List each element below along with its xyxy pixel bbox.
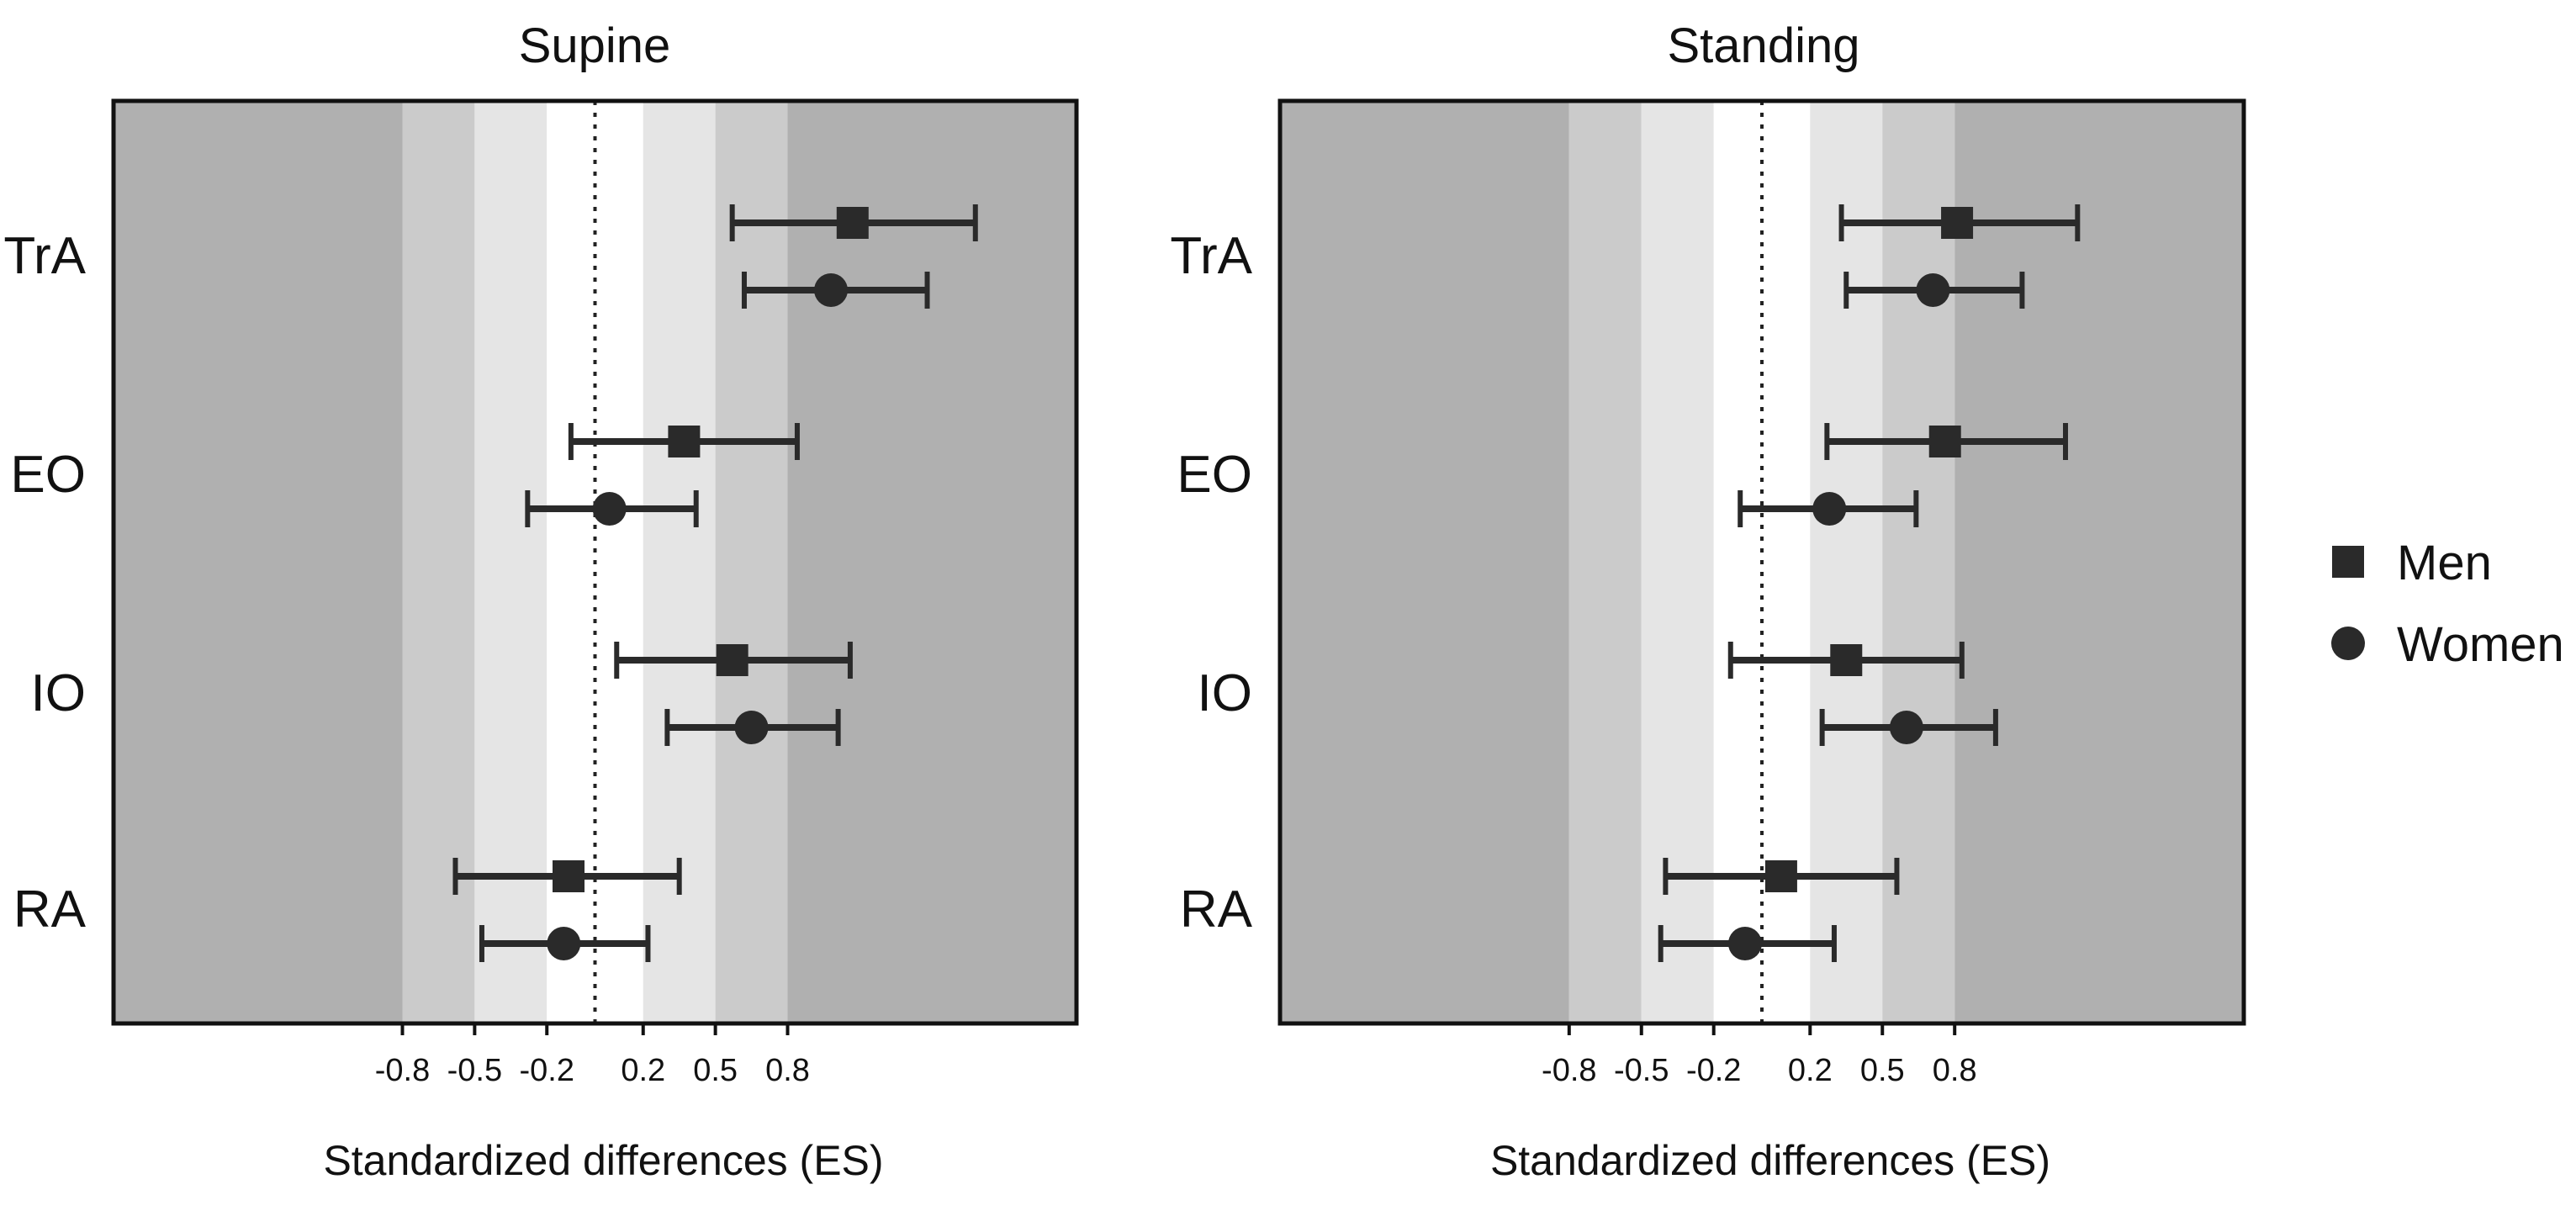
point-ra-women (1727, 927, 1762, 960)
point-ra-women (547, 927, 581, 960)
x-tick-label: 0.2 (1788, 1053, 1833, 1088)
band-moderate (402, 101, 475, 1023)
x-tick-label: -0.8 (375, 1053, 430, 1088)
plot-frame (1277, 98, 2246, 1026)
x-tick-label: 0.2 (621, 1053, 665, 1088)
point-io-women (734, 711, 769, 744)
point-tra-men (1941, 207, 1974, 239)
legend: Men Women (2331, 536, 2564, 672)
band-moderate (1568, 101, 1642, 1023)
point-eo-women (592, 492, 627, 526)
category-label-eo: EO (1177, 446, 1252, 504)
legend-square-icon (2332, 546, 2364, 578)
category-label-ra: RA (1180, 880, 1253, 939)
panel-title: Supine (519, 19, 671, 73)
x-tick-label: -0.2 (1686, 1053, 1741, 1088)
point-ra-men (1764, 860, 1797, 892)
point-eo-women (1812, 492, 1847, 526)
point-io-men (716, 644, 748, 676)
plot-frame (111, 98, 1079, 1026)
band-large (1280, 101, 1569, 1023)
point-eo-men (668, 426, 701, 457)
x-tick-label: 0.8 (1933, 1053, 1977, 1088)
category-label-io: IO (1198, 664, 1252, 722)
panel-standing: Standing TrA EO IO RA -0.8 -0.5 -0.2 0.2 0.5 0.8 St… (1170, 19, 2246, 1184)
legend-circle-icon (2331, 627, 2365, 660)
x-tick-label: 0.5 (1860, 1053, 1905, 1088)
category-label-tra: TrA (1170, 227, 1252, 285)
point-tra-men (836, 207, 869, 239)
category-label-eo: EO (10, 446, 86, 504)
category-label-ra: RA (13, 880, 87, 939)
panel-title: Standing (1668, 19, 1860, 73)
x-tick-label: -0.8 (1542, 1053, 1596, 1088)
band-moderate (1882, 101, 1955, 1023)
band-large (1954, 101, 2244, 1023)
x-tick-label: -0.5 (447, 1053, 502, 1088)
legend-label-women: Women (2397, 617, 2564, 672)
point-tra-women (814, 273, 849, 307)
point-ra-men (553, 860, 585, 892)
point-tra-women (1916, 273, 1950, 307)
x-axis-label: Standardized differences (ES) (323, 1137, 883, 1184)
band-large (787, 101, 1076, 1023)
point-io-women (1889, 711, 1923, 744)
point-io-men (1830, 644, 1863, 676)
x-tick-label: -0.2 (520, 1053, 574, 1088)
legend-label-men: Men (2397, 536, 2492, 590)
x-axis-label: Standardized differences (ES) (1490, 1137, 2050, 1184)
point-eo-men (1928, 426, 1961, 457)
category-label-tra: TrA (3, 227, 86, 285)
panel-supine: Supine TrA EO IO RA -0.8 -0.5 -0.2 0.2 0.5 0.8 Stan… (3, 19, 1079, 1184)
x-tick-label: -0.5 (1614, 1053, 1669, 1088)
x-tick-label: 0.8 (765, 1053, 810, 1088)
band-small (1810, 101, 1883, 1023)
x-tick-label: 0.5 (693, 1053, 738, 1088)
band-small (1641, 101, 1714, 1023)
band-large (114, 101, 403, 1023)
band-small (474, 101, 547, 1023)
band-moderate (715, 101, 788, 1023)
category-label-io: IO (31, 664, 86, 722)
